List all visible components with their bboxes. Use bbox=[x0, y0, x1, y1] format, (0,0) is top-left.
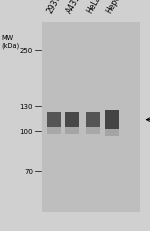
Bar bbox=[65, 128, 79, 134]
Text: 130: 130 bbox=[20, 103, 33, 109]
Text: 293T: 293T bbox=[46, 0, 63, 15]
Bar bbox=[86, 113, 100, 128]
Text: 250: 250 bbox=[20, 48, 33, 54]
Bar bbox=[65, 113, 79, 128]
Text: MW
(kDa): MW (kDa) bbox=[2, 35, 20, 48]
Bar bbox=[86, 128, 100, 134]
Bar bbox=[47, 113, 61, 128]
Bar bbox=[105, 111, 119, 129]
Bar bbox=[47, 128, 61, 134]
Text: HeLa: HeLa bbox=[85, 0, 102, 15]
Bar bbox=[105, 129, 119, 136]
Text: 100: 100 bbox=[20, 129, 33, 135]
Bar bbox=[42, 23, 140, 213]
Text: HepG2: HepG2 bbox=[104, 0, 125, 15]
Text: 70: 70 bbox=[24, 168, 33, 174]
Text: A431: A431 bbox=[64, 0, 82, 15]
